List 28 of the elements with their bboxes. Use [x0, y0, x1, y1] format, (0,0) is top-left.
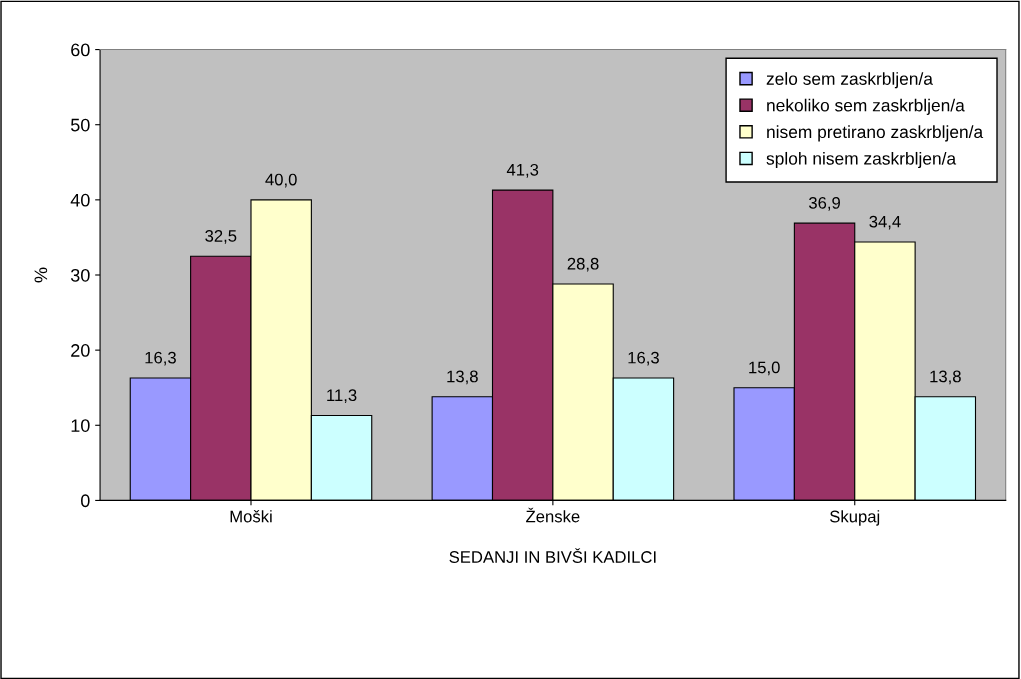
y-tick-label: 50: [70, 118, 90, 132]
x-axis-title: SEDANJI IN BIVŠI KADILCI: [449, 548, 656, 563]
y-tick-label: 10: [71, 419, 90, 432]
data-label: 41,3: [506, 163, 539, 178]
data-label: 13,8: [447, 370, 478, 385]
y-tick-label: 30: [70, 268, 90, 282]
data-label: 16,3: [145, 351, 176, 366]
legend-label: nisem pretirano zaskrbljen/a: [767, 125, 984, 142]
y-tick-label: 0: [81, 494, 90, 508]
data-label: 34,4: [869, 215, 901, 230]
y-tick-label: 20: [71, 344, 90, 357]
data-label: 40,0: [265, 173, 297, 188]
x-tick-label: Ženske: [526, 507, 580, 523]
data-label: 13,8: [930, 370, 961, 385]
data-label: 36,9: [808, 196, 840, 211]
data-label: 28,8: [567, 257, 599, 272]
legend-label: sploh nisem zaskrbljen/a: [766, 151, 957, 169]
data-label: 16,3: [628, 351, 659, 366]
data-label: 11,3: [327, 389, 357, 404]
legend-label: nekoliko sem zaskrbljen/a: [767, 98, 965, 115]
y-tick-label: 60: [71, 43, 90, 57]
data-label: 15,0: [749, 361, 780, 376]
data-label: 32,5: [205, 230, 237, 244]
x-tick-label: Moški: [230, 510, 272, 523]
y-axis-title: %: [34, 267, 48, 283]
y-tick-label: 40: [70, 193, 90, 207]
x-tick-label: Skupaj: [830, 510, 880, 526]
legend-label: zelo sem zaskrbljen/a: [766, 72, 933, 89]
